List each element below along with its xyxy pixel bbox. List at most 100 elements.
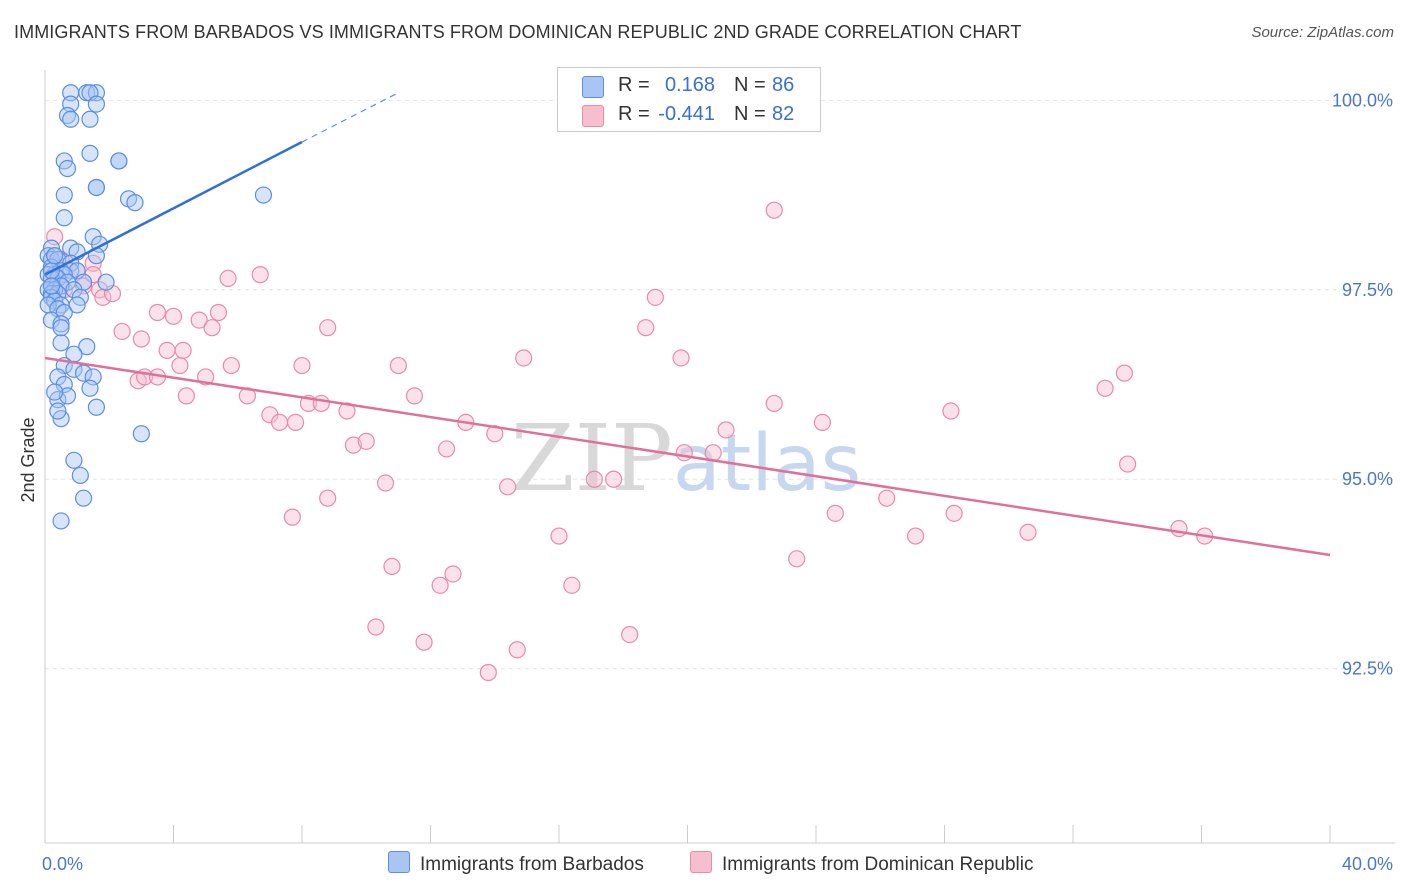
legend-swatch-pink bbox=[582, 105, 604, 127]
scatter-point bbox=[508, 641, 526, 659]
scatter-point bbox=[672, 349, 690, 367]
scatter-point bbox=[405, 387, 424, 405]
scatter-point bbox=[42, 277, 61, 295]
scatter-point bbox=[788, 550, 806, 568]
scatter-point bbox=[646, 288, 664, 306]
watermark-atlas: atlas bbox=[673, 419, 862, 509]
scatter-point bbox=[132, 425, 150, 443]
bottom-legend-barbados-label: Immigrants from Barbados bbox=[420, 854, 644, 875]
scatter-point bbox=[62, 110, 80, 128]
scatter-point bbox=[717, 421, 735, 439]
legend-n-label: N = bbox=[734, 74, 766, 96]
scatter-point bbox=[605, 470, 623, 488]
scatter-point bbox=[357, 432, 375, 450]
legend-swatch-blue bbox=[582, 76, 604, 98]
scatter-point bbox=[87, 398, 106, 416]
scatter-point bbox=[367, 618, 385, 636]
legend-r-value: -0.441 bbox=[658, 103, 715, 125]
legend-r-label: R = bbox=[618, 103, 650, 125]
scatter-point bbox=[437, 440, 456, 458]
scatter-point bbox=[87, 178, 106, 197]
scatter-point bbox=[637, 319, 655, 337]
legend-row-dominican: R = -0.441 N = 82 bbox=[558, 100, 820, 130]
chart-title: IMMIGRANTS FROM BARBADOS VS IMMIGRANTS F… bbox=[14, 22, 1022, 42]
scatter-point bbox=[254, 186, 273, 204]
legend-box: R = 0.168 N = 86 R = -0.441 N = 82 bbox=[557, 67, 821, 132]
scatter-point bbox=[68, 296, 86, 314]
scatter-point bbox=[383, 557, 401, 575]
scatter-point bbox=[1019, 523, 1037, 541]
source-label: Source: ZipAtlas.com bbox=[1251, 24, 1394, 41]
scatter-point bbox=[58, 159, 77, 178]
barbados-trend-line bbox=[44, 140, 303, 276]
scatter-point bbox=[312, 394, 330, 413]
y-axis-label: 2nd Grade bbox=[18, 417, 38, 502]
x-tick-label: 40.0% bbox=[1342, 854, 1393, 874]
scatter-point bbox=[344, 436, 362, 454]
barbados-points bbox=[39, 84, 273, 530]
axes bbox=[44, 70, 1395, 844]
scatter-point bbox=[65, 451, 83, 469]
scatter-point bbox=[444, 565, 462, 583]
scatter-point bbox=[174, 341, 192, 360]
scatter-point bbox=[826, 504, 844, 522]
scatter-point bbox=[81, 144, 99, 162]
scatter-point bbox=[550, 527, 568, 545]
scatter-point bbox=[164, 307, 183, 325]
scatter-point bbox=[87, 95, 106, 113]
scatter-point bbox=[126, 194, 144, 212]
scatter-point bbox=[389, 356, 407, 375]
scatter-point bbox=[81, 379, 99, 397]
bottom-legend-dominican: Immigrants from Dominican Republic bbox=[690, 851, 1034, 876]
scatter-point bbox=[293, 356, 311, 375]
dominican-trend-line bbox=[44, 356, 1331, 557]
legend-r-value: 0.168 bbox=[664, 74, 715, 96]
legend-n-label: N = bbox=[734, 103, 766, 125]
scatter-point bbox=[97, 273, 115, 291]
legend-row-barbados: R = 0.168 N = 86 bbox=[558, 71, 820, 101]
scatter-point bbox=[49, 402, 67, 420]
scatter-point bbox=[286, 413, 305, 431]
bottom-legend-dominican-label: Immigrants from Dominican Republic bbox=[722, 854, 1034, 875]
scatter-point bbox=[1119, 455, 1137, 473]
scatter-point bbox=[319, 489, 337, 507]
x-tick-labels: 0.0% 40.0% bbox=[42, 854, 1393, 874]
scatter-point bbox=[203, 319, 221, 337]
scatter-point bbox=[110, 152, 128, 170]
x-tick-label: 0.0% bbox=[42, 854, 83, 874]
scatter-point bbox=[878, 489, 896, 507]
scatter-point bbox=[376, 474, 395, 492]
scatter-point bbox=[81, 110, 99, 128]
scatter-point bbox=[52, 319, 70, 337]
scatter-point bbox=[251, 266, 269, 284]
scatter-point bbox=[52, 334, 70, 352]
scatter-point bbox=[906, 527, 925, 545]
scatter-point bbox=[78, 338, 96, 356]
scatter-point bbox=[563, 576, 581, 594]
scatter-point bbox=[46, 383, 64, 401]
legend-n-value: 82 bbox=[772, 103, 795, 125]
legend-n-value: 86 bbox=[772, 74, 795, 96]
bottom-legend-swatch-pink bbox=[690, 851, 712, 873]
dominican-points bbox=[46, 201, 1214, 682]
scatter-point bbox=[479, 663, 497, 682]
scatter-point bbox=[415, 633, 433, 651]
scatter-point bbox=[52, 315, 70, 333]
scatter-point bbox=[46, 247, 64, 265]
scatter-point bbox=[55, 209, 73, 227]
scatter-point bbox=[704, 444, 722, 462]
gridlines bbox=[45, 99, 1395, 670]
y-tick-label: 92.5% bbox=[1342, 659, 1393, 679]
scatter-point bbox=[132, 330, 150, 348]
scatter-point bbox=[499, 478, 517, 496]
scatter-point bbox=[942, 402, 960, 420]
scatter-point bbox=[113, 322, 131, 341]
scatter-point bbox=[148, 303, 167, 322]
scatter-point bbox=[813, 413, 832, 431]
scatter-point bbox=[1096, 379, 1114, 397]
scatter-point bbox=[1115, 364, 1134, 382]
scatter-point bbox=[52, 512, 70, 530]
barbados-trend-extension bbox=[301, 92, 399, 143]
watermark: ZIPatlas bbox=[511, 405, 862, 512]
